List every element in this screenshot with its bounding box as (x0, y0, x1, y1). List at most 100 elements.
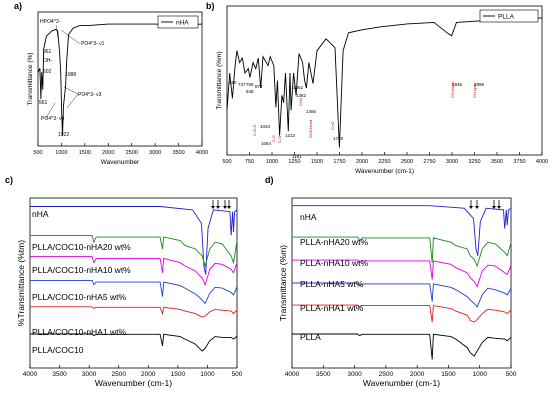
peak-annotation: 874 (255, 84, 263, 89)
series-line-2 (30, 256, 238, 286)
peak-annotation: 1022 (58, 132, 69, 138)
peak-annotation: 580 (229, 80, 237, 85)
series-line-3 (292, 282, 512, 308)
series-line-0 (292, 205, 512, 256)
panel-4: d) 4000 3500 3000 2500 2000 1500 1000 500 Wavenum… (265, 175, 517, 388)
peak-annotation: 1084 (261, 141, 272, 146)
series-label: PLLA-nHA20 wt% (300, 237, 368, 247)
peak-arrow-head (211, 206, 215, 209)
peak-annotation: 756 (246, 82, 254, 87)
annotation-arrow (60, 29, 81, 45)
peak-arrow-head (223, 206, 227, 209)
series-label: PLLA/COC10 (32, 345, 84, 355)
x-tick-label: 3000 (347, 371, 362, 378)
peak-annotation: 1362 (293, 85, 304, 90)
peak-annotation: 1043 (260, 124, 271, 129)
peak-annotation: 602 (43, 69, 52, 75)
x-tick-label: 1000 (266, 159, 278, 165)
peak-annotation: PO4^3- ν3 (78, 92, 102, 98)
series-label: PLLA/COC10-nHA10 wt% (32, 265, 131, 275)
plot-frame (29, 197, 238, 369)
series-label: PLLA-nHA5 wt% (300, 279, 364, 289)
peak-annotation: PO4^3- ν1 (81, 41, 105, 47)
y-axis-label: Transmittance (%) (27, 53, 34, 106)
peak-annotation: 1749 (333, 136, 344, 141)
x-tick-label: 4000 (196, 150, 208, 156)
group-assignment: CH sym (472, 83, 477, 98)
x-tick-label: 500 (232, 371, 243, 378)
x-tick-label: 4000 (23, 371, 38, 378)
series-line-5 (30, 333, 238, 352)
peak-annotation: 737 (238, 82, 246, 87)
peak-arrow-head (216, 206, 220, 209)
peak-arrow-head (497, 206, 501, 209)
panel-1: a) 500 1000 1500 2000 2500 3000 3500 4000 Wavenum… (14, 1, 208, 166)
series-label: nHA (32, 209, 49, 219)
x-axis-label: Wavenumber (101, 159, 140, 166)
series-label: nHA (300, 212, 317, 222)
x-tick-label: 1500 (441, 371, 456, 378)
series-label: PLLA/COC10-nHA20 wt% (32, 242, 131, 252)
x-axis-label: Wavenumber (cm-1) (355, 168, 414, 175)
x-tick-label: 1000 (55, 150, 67, 156)
legend-label: PLLA (498, 14, 515, 21)
x-tick-label: 1500 (311, 159, 323, 165)
peak-annotation: HPO4^2- (40, 19, 61, 25)
series-label: PLLA/COC10-nHA1 wt% (32, 327, 126, 337)
x-tick-label: 1500 (171, 371, 186, 378)
x-axis-label: Wavenumber (cm-1) (95, 378, 172, 388)
peak-annotation: 1181 (292, 154, 302, 159)
series-line-0 (30, 206, 238, 275)
series-line-1 (30, 234, 238, 268)
group-assignment: CH3 (298, 97, 303, 106)
series-line-5 (292, 333, 512, 360)
series-line-4 (30, 306, 238, 318)
x-tick-label: 2000 (356, 159, 368, 165)
panel-a-annotations: HPO4^2- 961 OH- PO4^3- ν1 602 1088 PO4^3- ν3 56… (39, 19, 105, 138)
x-tick-label: 2250 (378, 159, 390, 165)
peak-annotation: OH- (43, 58, 53, 64)
legend-box (479, 9, 539, 23)
group-assignment: C-C (271, 135, 276, 142)
x-tick-label: 500 (506, 371, 517, 378)
x-tick-label: 3000 (446, 159, 458, 165)
series-label: PLLA/COC10-nHA5 wt% (32, 292, 126, 302)
x-tick-label: 3000 (149, 150, 161, 156)
x-tick-label: 1000 (200, 371, 215, 378)
peak-annotation: 1456 (306, 109, 317, 114)
x-tick-label: 3500 (172, 150, 184, 156)
peak-arrow-head (469, 206, 473, 209)
panel-label: d) (265, 175, 274, 185)
x-tick-label: 1750 (333, 159, 345, 165)
x-tick-label: 3500 (52, 371, 67, 378)
series-line-3 (30, 279, 238, 305)
annotation-arrow (45, 102, 56, 119)
peak-arrow-head (492, 206, 496, 209)
x-axis-label: Wavenumber (cm-1) (363, 378, 440, 388)
x-tick-label: 500 (222, 159, 231, 165)
x-tick-label: 4000 (285, 371, 300, 378)
x-tick-label: 1250 (288, 159, 300, 165)
series-line-4 (292, 304, 512, 323)
panel-2: b) 500 750 1000 1250 1500 1750 2000 2250 2500 2750… (206, 1, 548, 175)
series-line-2 (292, 259, 512, 288)
peak-annotation: 2996 (474, 82, 485, 87)
annotation-arrow (66, 93, 79, 109)
x-tick-label: 1000 (472, 371, 487, 378)
x-tick-label: 3500 (316, 371, 331, 378)
x-tick-label: 4000 (536, 159, 548, 165)
peak-annotation: PO4^3- ν4 (41, 116, 65, 122)
peak-annotation: 1088 (65, 72, 76, 78)
y-axis-label: Transmittance (%m) (278, 245, 288, 321)
series-label: PLLA-nHA1 wt% (300, 303, 364, 313)
x-tick-label: 3500 (491, 159, 503, 165)
x-tick-label: 2000 (410, 371, 425, 378)
group-assignment: C-O-C (252, 124, 257, 136)
x-tick-label: 2000 (141, 371, 156, 378)
peak-annotation: 1212 (285, 133, 296, 138)
peak-arrow-head (475, 206, 479, 209)
series-line-0 (226, 17, 543, 148)
panel-label: b) (206, 1, 215, 11)
